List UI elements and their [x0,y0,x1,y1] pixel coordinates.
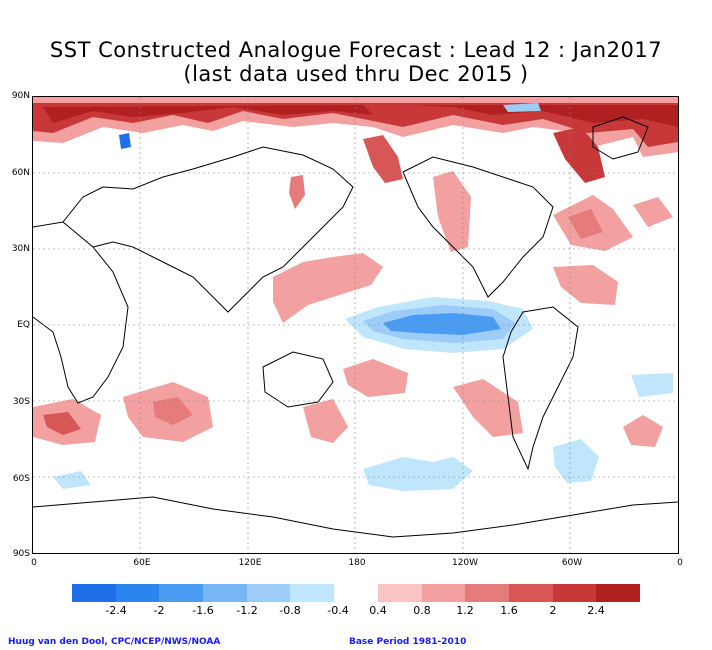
lat-label-90n: 90N [11,91,30,101]
coastlines [33,116,678,538]
lat-label-30s: 30S [12,397,30,407]
lon-label-180: 180 [348,558,366,568]
lat-label-30n: 30N [11,244,30,254]
swatch-pos-5 [553,584,596,602]
swatch-neg-5 [247,584,290,602]
cb-label-neg-0.4: -0.4 [327,604,349,617]
colorbar-positive-swatches [378,584,640,602]
cb-label-neg-2: -2 [153,604,165,617]
swatch-pos-4 [509,584,553,602]
lat-label-60s: 60S [12,474,30,484]
cb-label-pos-2: 2 [549,604,557,617]
cb-label-neg-0.8: -0.8 [279,604,301,617]
swatch-neg-3 [159,584,203,602]
lat-label-60n: 60N [11,168,30,178]
cb-label-neg-1.6: -1.6 [192,604,214,617]
swatch-pos-3 [465,584,509,602]
colorbar-positive [378,584,640,602]
credit-author: Huug van den Dool, CPC/NCEP/NWS/NOAA [8,637,221,647]
cb-label-pos-0.4: 0.4 [369,604,387,617]
cb-label-neg-1.2: -1.2 [236,604,258,617]
cb-label-pos-0.8: 0.8 [413,604,431,617]
lon-label-120w: 120W [451,558,479,568]
negative-anomaly-regions [53,103,673,491]
swatch-neg-1 [72,584,116,602]
colorbar-negative-swatches [72,584,334,602]
colorbar-negative [72,584,334,602]
lat-label-eq: EQ [17,320,30,330]
swatch-pos-2 [422,584,465,602]
cb-label-pos-2.4: 2.4 [587,604,605,617]
map-subtitle: (last data used thru Dec 2015 ) [183,62,529,86]
cb-label-neg-2.4: -2.4 [105,604,127,617]
swatch-neg-2 [116,584,159,602]
cb-label-pos-1.2: 1.2 [456,604,474,617]
swatch-pos-1 [378,584,422,602]
lat-label-90s: 90S [12,549,30,559]
lon-label-0: 0 [31,558,37,568]
lon-label-0-end: 0 [677,558,683,568]
swatch-neg-6 [290,584,334,602]
lon-label-60e: 60E [133,558,151,568]
positive-anomaly-regions [33,97,678,447]
cb-label-pos-1.6: 1.6 [500,604,518,617]
swatch-pos-6 [596,584,640,602]
sst-anomaly-map [32,96,679,554]
lat-lon-grid [33,97,678,553]
lon-label-120e: 120E [238,558,262,568]
swatch-neg-4 [203,584,247,602]
lon-label-60w: 60W [561,558,583,568]
credit-base-period: Base Period 1981-2010 [349,637,467,647]
map-title: SST Constructed Analogue Forecast : Lead… [49,38,663,62]
